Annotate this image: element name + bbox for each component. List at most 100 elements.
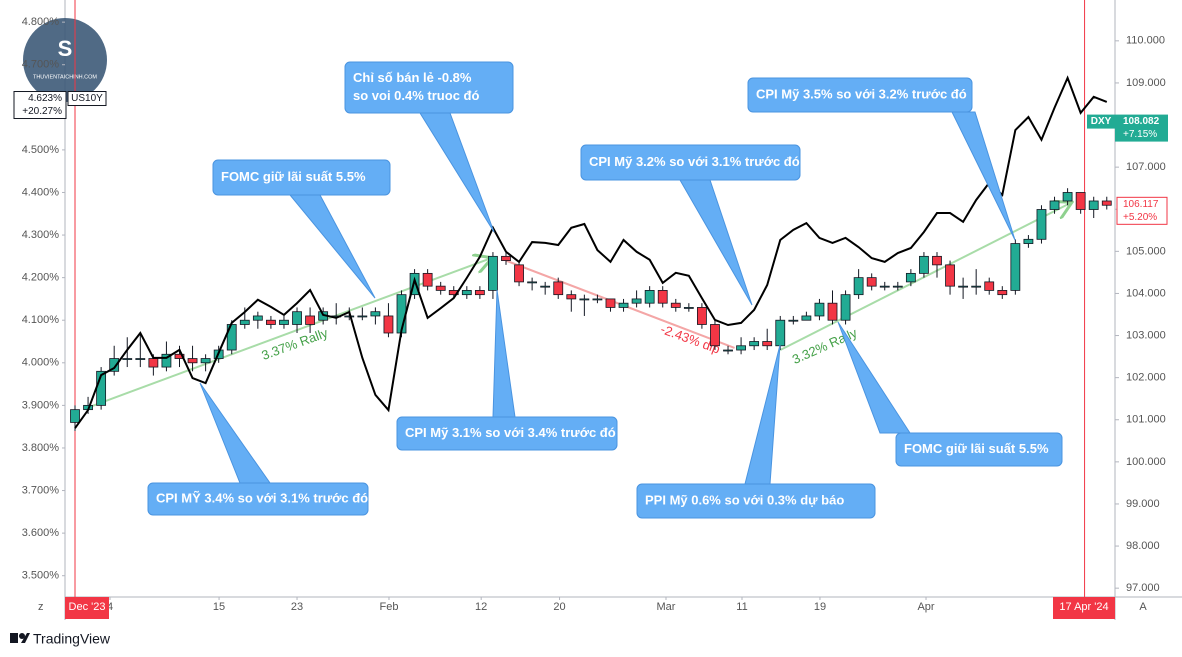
y-tick-label: 3.900% [22, 399, 60, 411]
price-text: 4.623% [28, 93, 62, 104]
marker-label: Dec '23 [69, 601, 106, 613]
candle-body [710, 324, 720, 347]
y2-tick-label: 103.000 [1126, 329, 1166, 341]
callout-text: CPI Mỹ 3.1% so với 3.4% trước đó [405, 425, 616, 440]
callout-box [636, 483, 876, 519]
line-series [74, 75, 1108, 429]
x-tick-label: 19 [814, 601, 826, 613]
callout-tail [492, 289, 516, 418]
candle-body [827, 302, 838, 321]
logo-s: S [58, 36, 73, 61]
candle-body [109, 358, 120, 372]
y-tick-label: 3.800% [22, 442, 60, 454]
candle-body [1088, 200, 1099, 210]
candle-body [945, 264, 955, 287]
callout: PPI Mỹ 0.6% so với 0.3% dự báo [636, 344, 876, 519]
candle-body [461, 290, 472, 296]
callout-box [895, 432, 1063, 467]
callout-text: so voi 0.4% truoc đó [353, 88, 479, 103]
y-tick-label: 4.800% [22, 16, 60, 28]
x-tick-label: 11 [736, 601, 747, 613]
x-tick-label: Apr [917, 601, 934, 613]
candle-body [474, 290, 485, 296]
y-tick-label: 4.200% [22, 272, 60, 284]
candle-body [148, 358, 159, 368]
candle-body [1101, 200, 1112, 206]
callout-text: CPI Mỹ 3.5% so với 3.2% trước đó [756, 86, 967, 101]
callout-box [344, 61, 514, 114]
candle-body [344, 315, 355, 318]
callout-box [147, 482, 369, 516]
y-tick-label: 4.400% [22, 186, 60, 198]
candle-body [1075, 192, 1086, 210]
symbol-text: US10Y [71, 93, 103, 104]
logo: S THUVIENTAICHINH.COM [23, 18, 107, 102]
y2-tick-label: 102.000 [1126, 372, 1166, 384]
price-label: 4.623% +20.27% US10Y [13, 91, 107, 120]
candle-body [905, 272, 916, 283]
callout-box [747, 77, 973, 113]
candle-body [997, 290, 1008, 296]
candle-body [370, 311, 381, 317]
candle-body [305, 315, 315, 325]
candle-body [736, 345, 746, 351]
callout-box [580, 144, 801, 181]
y2-tick-label: 110.000 [1126, 35, 1165, 47]
candle-body [592, 298, 603, 301]
price-box [1115, 114, 1168, 142]
candle-body [161, 353, 172, 368]
candle-body [657, 290, 668, 304]
x-tick-label: 23 [291, 601, 303, 613]
y-tick-label: 4.100% [22, 314, 60, 326]
candle-body [932, 255, 942, 266]
candle-body [866, 277, 877, 287]
marker-box [1053, 597, 1115, 619]
callout-tail [837, 321, 911, 434]
y2-tick-label: 99.000 [1126, 498, 1160, 510]
brand-text: TradingView [33, 631, 111, 647]
candle-body [840, 294, 851, 321]
callout-text: CPI Mỹ 3.2% so với 3.1% trước đó [589, 154, 800, 169]
y2-tick-label: 104.000 [1126, 287, 1166, 299]
candle-body [422, 272, 433, 287]
candle-body [514, 264, 524, 283]
candle-body [1062, 192, 1073, 202]
callout-text: FOMC giữ lãi suất 5.5% [904, 441, 1049, 456]
candle-body [971, 285, 982, 288]
callout-text: PPI Mỹ 0.6% so với 0.3% dự báo [645, 492, 844, 507]
candle-body [409, 272, 420, 296]
y2-tick-label: 100.000 [1126, 456, 1166, 468]
candle-body [958, 285, 969, 288]
candle-body [252, 315, 263, 321]
candle-body [357, 315, 368, 318]
candle-body [187, 358, 198, 364]
candle-body [527, 281, 538, 284]
y-tick-label: 4.700% [22, 59, 60, 71]
x-tick-label: 12 [475, 601, 487, 613]
price-change: +5.20% [1123, 212, 1157, 223]
y-tick-label: 3.600% [22, 527, 60, 539]
marker-box [65, 597, 109, 619]
candle-body [566, 294, 577, 300]
candle-body [292, 311, 302, 325]
callout: CPI MỸ 3.4% so với 3.1% trước đó [147, 382, 369, 516]
candle-body [435, 285, 446, 291]
y2-tick-label: 101.000 [1126, 414, 1166, 426]
candle-body [70, 409, 80, 423]
candle-body [762, 341, 773, 347]
callout-tail [419, 112, 495, 233]
price-text: 108.082 [1123, 116, 1160, 127]
callout-tail [288, 194, 376, 299]
x-end-label: A [1139, 601, 1147, 613]
callout-box [212, 159, 391, 196]
candle-body [200, 358, 211, 364]
callout-tail [744, 344, 781, 485]
marker-label: 17 Apr '24 [1059, 601, 1108, 613]
callout-text: FOMC giữ lãi suất 5.5% [221, 169, 366, 184]
candle-body [553, 281, 564, 296]
x-tick-label: 20 [553, 601, 565, 613]
candle-body [618, 302, 629, 308]
candle-body [670, 302, 681, 308]
callout: CPI Mỹ 3.1% so với 3.4% trước đó [396, 289, 618, 451]
callout-box [396, 416, 618, 451]
